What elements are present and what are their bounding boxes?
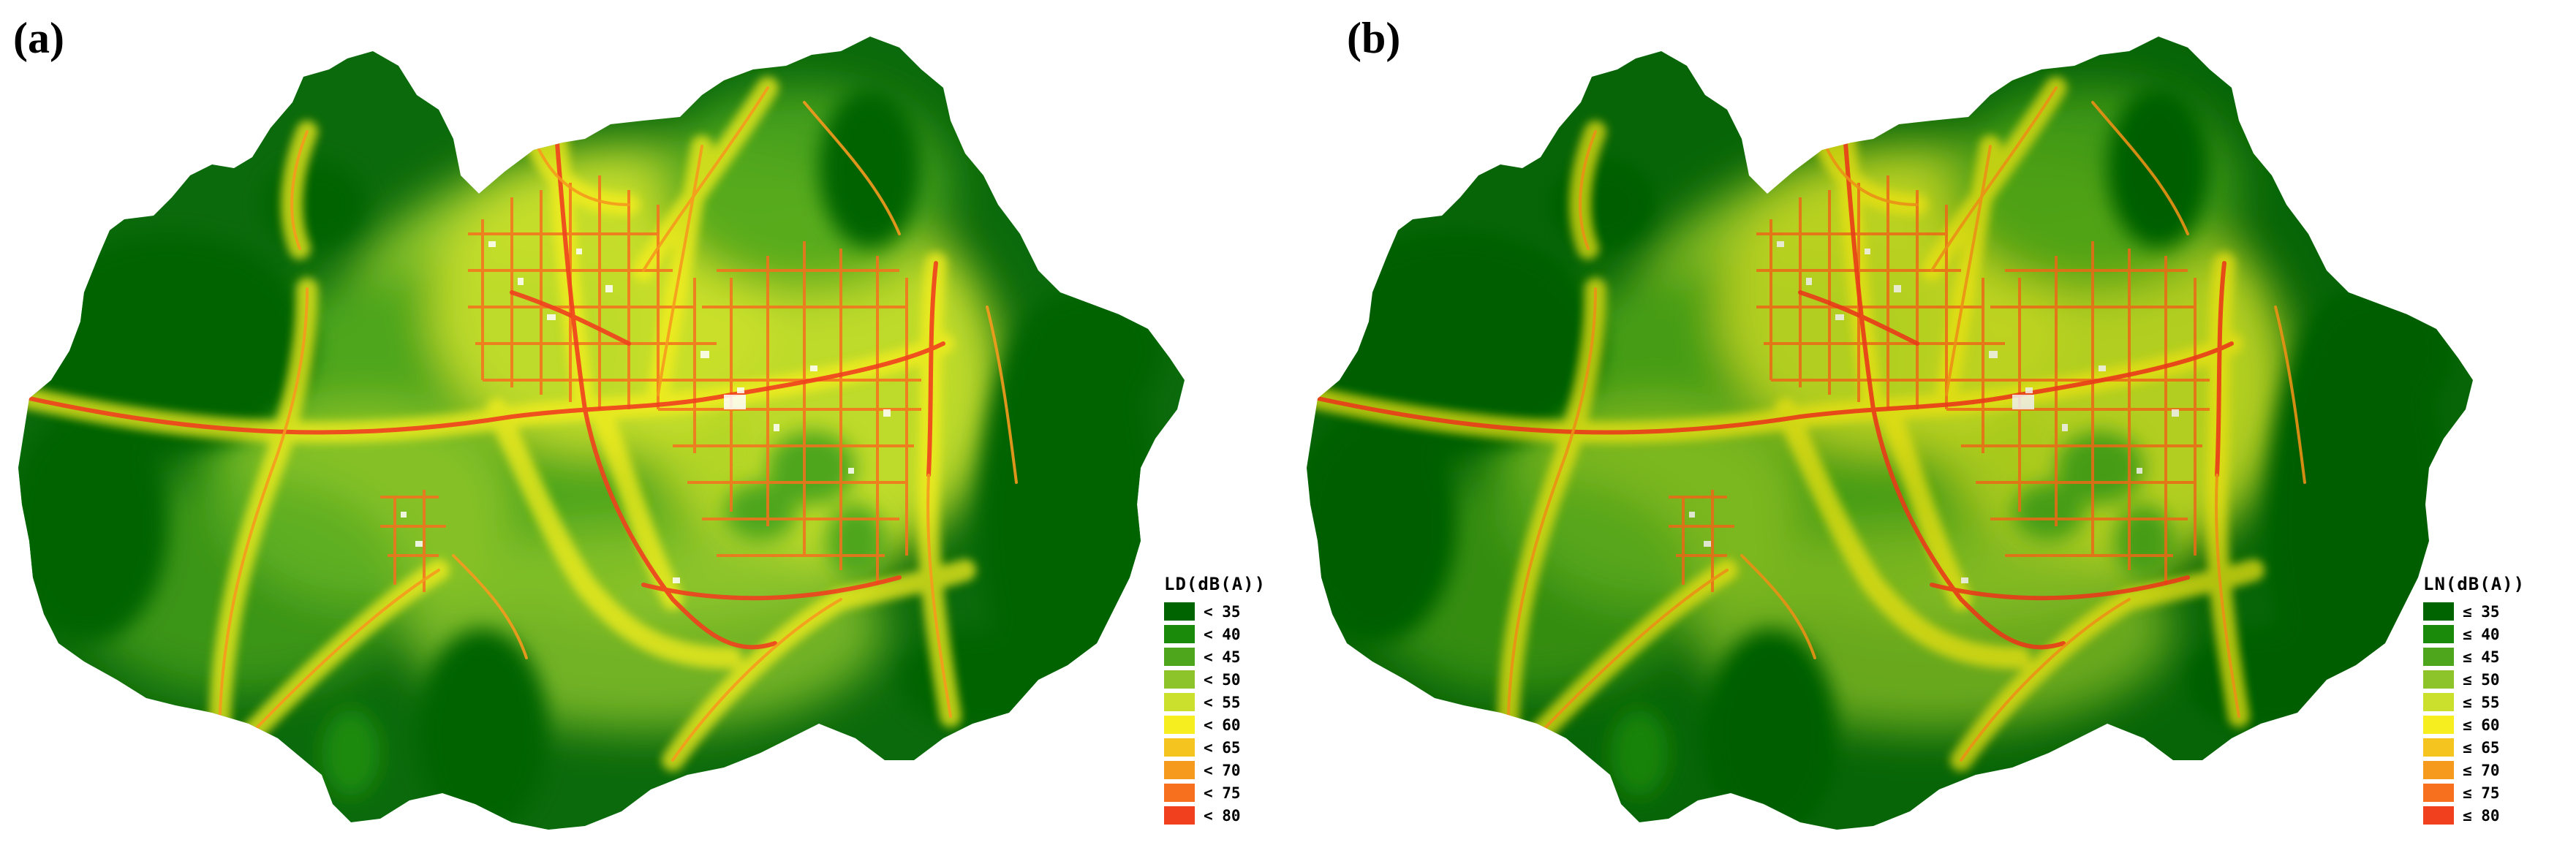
legend-item: ≤ 60 bbox=[2423, 713, 2525, 736]
noise-map-day bbox=[0, 0, 1288, 845]
legend-label: ≤ 60 bbox=[2463, 716, 2500, 734]
legend-swatch bbox=[2423, 670, 2454, 689]
legend-swatch bbox=[2423, 625, 2454, 643]
legend-label: ≤ 75 bbox=[2463, 784, 2500, 802]
legend-label: ≤ 50 bbox=[2463, 670, 2500, 689]
legend-label: ≤ 40 bbox=[2463, 625, 2500, 643]
legend-label: ≤ 65 bbox=[2463, 738, 2500, 757]
legend-item: < 60 bbox=[1164, 713, 1266, 736]
legend-label: ≤ 70 bbox=[2463, 761, 2500, 779]
legend-label: < 55 bbox=[1204, 693, 1241, 711]
legend-label: < 35 bbox=[1204, 602, 1241, 621]
legend-item: < 80 bbox=[1164, 804, 1266, 827]
legend-label: < 65 bbox=[1204, 738, 1241, 757]
legend-swatch bbox=[2423, 602, 2454, 621]
panel-label: (a) bbox=[13, 14, 64, 62]
legend-swatch bbox=[1164, 693, 1195, 711]
legend-swatch bbox=[1164, 761, 1195, 779]
legend-item: < 70 bbox=[1164, 759, 1266, 781]
legend-item: ≤ 80 bbox=[2423, 804, 2525, 827]
panel-a: (a) LD(dB(A)) < 35 < 40 < 45 < 50 < 55 < 60 < … bbox=[0, 0, 1288, 845]
legend-swatch bbox=[2423, 761, 2454, 779]
legend-label: < 75 bbox=[1204, 784, 1241, 802]
legend-label: ≤ 35 bbox=[2463, 602, 2500, 621]
legend-label: < 60 bbox=[1204, 716, 1241, 734]
legend-label: < 40 bbox=[1204, 625, 1241, 643]
legend-swatch bbox=[1164, 784, 1195, 802]
legend-swatch bbox=[1164, 602, 1195, 621]
legend-title: LN(dB(A)) bbox=[2423, 574, 2526, 594]
legend-swatch bbox=[2423, 716, 2454, 734]
legend-item: < 45 bbox=[1164, 645, 1266, 668]
legend-swatch bbox=[1164, 738, 1195, 757]
legend-item: ≤ 35 bbox=[2423, 600, 2525, 623]
legend-swatch bbox=[1164, 670, 1195, 689]
panel-b: (b) LN(dB(A)) ≤ 35 ≤ 40 ≤ 45 ≤ 50 ≤ 55 ≤ 60 ≤ … bbox=[1288, 0, 2576, 845]
legend-swatch bbox=[2423, 806, 2454, 825]
legend-item: ≤ 40 bbox=[2423, 623, 2525, 645]
legend-item: ≤ 70 bbox=[2423, 759, 2525, 781]
legend-item: ≤ 50 bbox=[2423, 668, 2525, 691]
legend-label: ≤ 80 bbox=[2463, 806, 2500, 825]
legend-label: < 50 bbox=[1204, 670, 1241, 689]
legend: LD(dB(A)) < 35 < 40 < 45 < 50 < 55 < 60 < 65 < … bbox=[1164, 574, 1266, 827]
legend: LN(dB(A)) ≤ 35 ≤ 40 ≤ 45 ≤ 50 ≤ 55 ≤ 60 ≤ 65 ≤ … bbox=[2423, 574, 2525, 827]
legend-swatch bbox=[2423, 693, 2454, 711]
legend-label: < 80 bbox=[1204, 806, 1241, 825]
legend-item: < 75 bbox=[1164, 781, 1266, 804]
legend-item: < 65 bbox=[1164, 736, 1266, 759]
legend-item: < 35 bbox=[1164, 600, 1266, 623]
legend-item: < 50 bbox=[1164, 668, 1266, 691]
legend-item: ≤ 55 bbox=[2423, 691, 2525, 713]
legend-label: < 45 bbox=[1204, 648, 1241, 666]
legend-label: < 70 bbox=[1204, 761, 1241, 779]
legend-item: < 55 bbox=[1164, 691, 1266, 713]
legend-swatch bbox=[2423, 738, 2454, 757]
legend-swatch bbox=[1164, 648, 1195, 666]
legend-item: ≤ 65 bbox=[2423, 736, 2525, 759]
noise-map-night bbox=[1288, 0, 2576, 845]
legend-swatch bbox=[1164, 806, 1195, 825]
panel-label: (b) bbox=[1347, 14, 1401, 62]
legend-item: ≤ 45 bbox=[2423, 645, 2525, 668]
legend-swatch bbox=[2423, 784, 2454, 802]
legend-item: ≤ 75 bbox=[2423, 781, 2525, 804]
legend-label: ≤ 55 bbox=[2463, 693, 2500, 711]
legend-label: ≤ 45 bbox=[2463, 648, 2500, 666]
legend-swatch bbox=[1164, 625, 1195, 643]
legend-title: LD(dB(A)) bbox=[1164, 574, 1266, 594]
legend-swatch bbox=[2423, 648, 2454, 666]
legend-swatch bbox=[1164, 716, 1195, 734]
legend-item: < 40 bbox=[1164, 623, 1266, 645]
